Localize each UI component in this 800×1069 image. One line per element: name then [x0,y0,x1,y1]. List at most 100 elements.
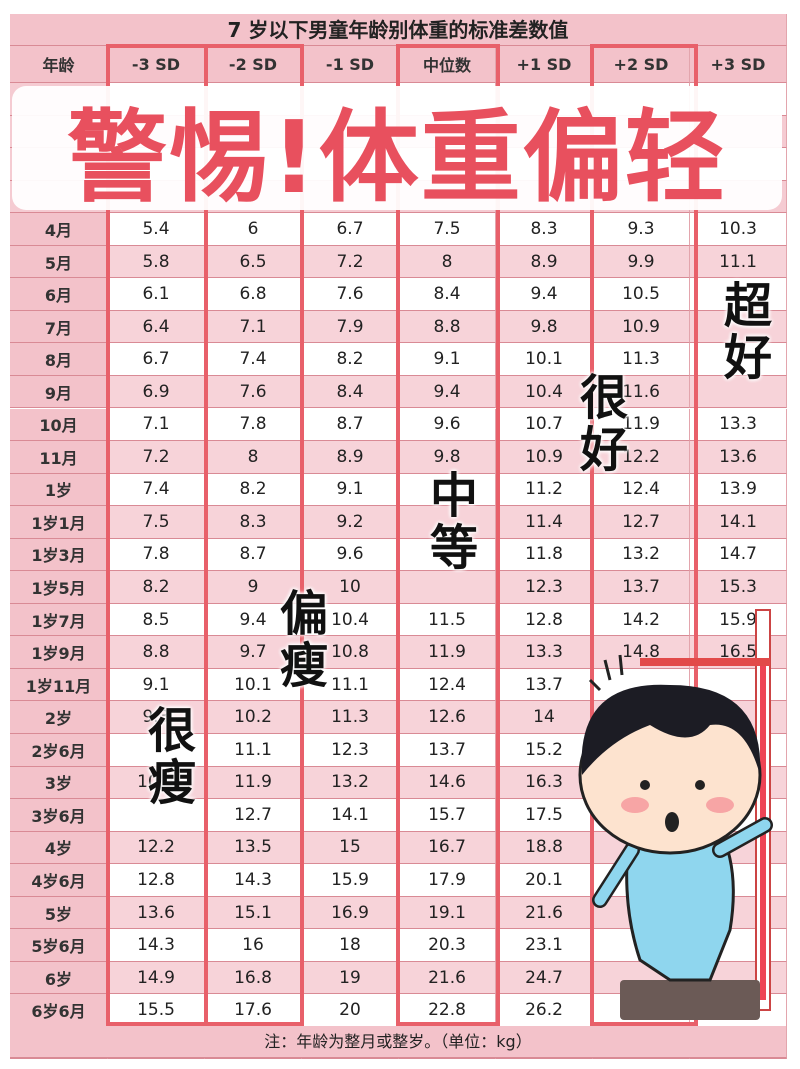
value-cell: 9.9 [593,245,690,279]
value-cell: 13.6 [690,441,787,474]
value-cell: 9.6 [302,538,399,572]
value-cell: 13.7 [399,734,496,767]
value-cell: 9.2 [302,506,399,539]
header-cell: +2 SD [593,46,690,83]
age-cell: 9月 [10,375,108,409]
value-cell: 11.6 [593,375,690,409]
value-cell [399,473,496,507]
value-cell: 16.8 [205,961,302,995]
value-cell: 11.1 [302,668,399,702]
value-cell: 13.7 [496,668,593,702]
value-cell: 20.1 [496,864,593,897]
value-cell: 9.1 [399,343,496,376]
value-cell: 8.2 [302,343,399,376]
value-cell: 13.9 [690,473,787,507]
value-cell: 6.1 [108,278,205,311]
value-cell: 10.4 [302,603,399,637]
value-cell: 14.2 [593,603,690,637]
value-cell: 9.3 [108,701,205,734]
value-cell: 7.8 [205,408,302,442]
value-cell: 12.3 [496,571,593,604]
value-cell: 14.3 [108,929,205,962]
value-cell: 17.5 [496,799,593,832]
value-cell: 9.4 [496,278,593,311]
value-cell: 12.4 [593,473,690,507]
value-cell: 13.7 [593,571,690,604]
value-cell: 10.9 [593,310,690,344]
age-cell: 6月 [10,278,108,311]
value-cell: 23.1 [496,929,593,962]
value-cell: 13.3 [690,408,787,442]
header-cell: -3 SD [108,46,205,83]
value-cell: 8.3 [496,213,593,246]
value-cell: 14.3 [205,864,302,897]
age-cell: 5月 [10,245,108,279]
value-cell: 9.8 [399,441,496,474]
value-cell: 10.3 [690,213,787,246]
value-cell: 11.3 [302,701,399,734]
value-cell: 6.7 [108,343,205,376]
value-cell: 8.3 [205,506,302,539]
value-cell: 11.8 [496,538,593,572]
category-label: 超好 [715,280,771,384]
value-cell: 12.7 [205,799,302,832]
value-cell: 13.6 [108,896,205,930]
value-cell: 9.4 [399,375,496,409]
value-cell: 11.9 [593,408,690,442]
value-cell: 12.3 [302,734,399,767]
value-cell: 12.2 [108,831,205,865]
header-cell: 年龄 [10,46,108,83]
value-cell: 15.9 [302,864,399,897]
value-cell: 11.3 [593,343,690,376]
value-cell: 7.4 [205,343,302,376]
value-cell: 10.7 [496,408,593,442]
value-cell: 8.2 [205,473,302,507]
header-cell: +1 SD [496,46,593,83]
title-bar [10,14,787,46]
header-cell: +3 SD [690,46,787,83]
value-cell: 7.4 [108,473,205,507]
age-cell: 4岁6月 [10,864,108,897]
age-cell: 5岁 [10,896,108,930]
value-cell: 14.1 [690,506,787,539]
value-cell: 7.9 [302,310,399,344]
value-cell: 7.2 [302,245,399,279]
value-cell: 13.5 [205,831,302,865]
value-cell: 15.2 [496,734,593,767]
value-cell [399,571,496,604]
value-cell: 11.1 [690,245,787,279]
age-cell: 6岁6月 [10,994,108,1027]
value-cell: 6.7 [302,213,399,246]
age-cell: 5岁6月 [10,929,108,962]
value-cell: 21.6 [496,896,593,930]
value-cell: 10.2 [205,701,302,734]
value-cell: 9.8 [496,310,593,344]
value-cell: 12.2 [593,441,690,474]
value-cell: 11.4 [496,506,593,539]
value-cell: 10.5 [593,278,690,311]
value-cell: 19 [302,961,399,995]
table-title: 7 岁以下男童年龄别体重的标准差数值 [227,18,569,42]
value-cell: 8.4 [399,278,496,311]
value-cell: 12.4 [399,668,496,702]
value-cell [690,310,787,344]
value-cell: 9.4 [205,603,302,637]
value-cell [108,799,205,832]
value-cell: 21.6 [399,961,496,995]
value-cell: 11.9 [205,766,302,800]
value-cell: 14.6 [399,766,496,800]
value-cell: 18 [302,929,399,962]
value-cell: 6.4 [108,310,205,344]
value-cell: 14.1 [302,799,399,832]
value-cell: 8.7 [302,408,399,442]
value-cell: 10.4 [496,375,593,409]
value-cell: 13.2 [302,766,399,800]
value-cell: 19.1 [399,896,496,930]
value-cell: 15.3 [690,571,787,604]
value-cell: 10.1 [205,668,302,702]
value-cell: 10 [302,571,399,604]
value-cell: 7.5 [399,213,496,246]
value-cell: 14.9 [108,961,205,995]
value-cell: 7.6 [205,375,302,409]
warning-banner: 警惕!体重偏轻 [12,86,782,216]
